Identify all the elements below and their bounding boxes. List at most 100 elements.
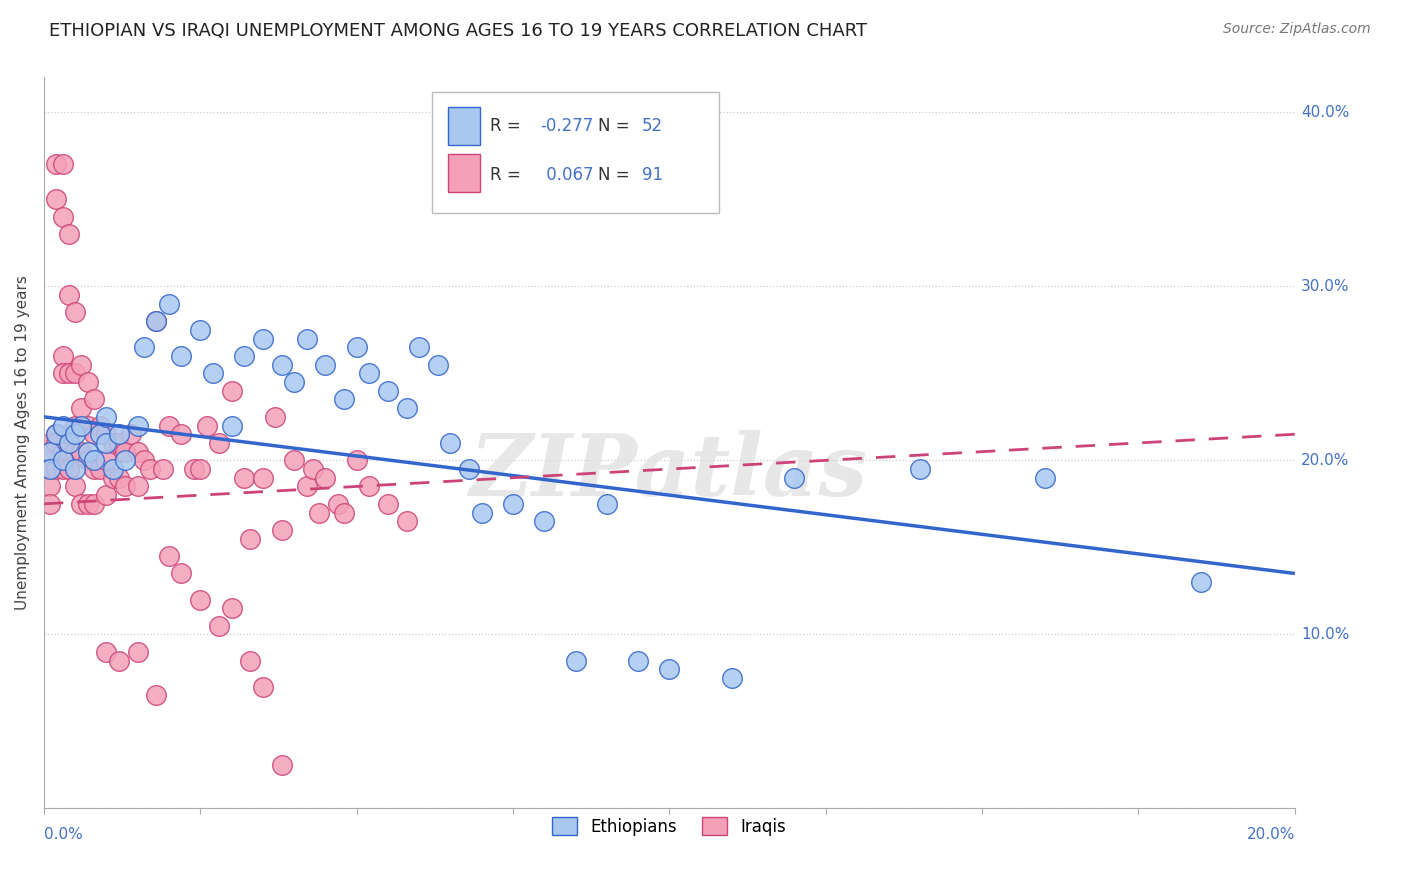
Point xyxy=(83,453,105,467)
Point xyxy=(45,427,67,442)
Point xyxy=(188,592,211,607)
Legend: Ethiopians, Iraqis: Ethiopians, Iraqis xyxy=(544,809,794,844)
Point xyxy=(70,401,93,416)
Point xyxy=(58,227,80,241)
Point xyxy=(63,444,86,458)
Point xyxy=(83,427,105,442)
Text: N =: N = xyxy=(598,166,636,184)
Point xyxy=(63,418,86,433)
Point xyxy=(208,618,231,632)
Point xyxy=(208,436,231,450)
Point xyxy=(221,384,243,398)
Text: Source: ZipAtlas.com: Source: ZipAtlas.com xyxy=(1223,22,1371,37)
Point xyxy=(458,462,481,476)
Point xyxy=(63,427,86,442)
Text: 40.0%: 40.0% xyxy=(1301,104,1350,120)
Point xyxy=(63,462,86,476)
Point xyxy=(183,462,205,476)
Point xyxy=(89,427,111,442)
Text: 91: 91 xyxy=(643,166,664,184)
Point xyxy=(114,444,136,458)
Text: 20.0%: 20.0% xyxy=(1301,453,1350,467)
Point xyxy=(127,479,149,493)
Point xyxy=(76,418,98,433)
Point xyxy=(195,418,218,433)
Point xyxy=(270,758,292,772)
Y-axis label: Unemployment Among Ages 16 to 19 years: Unemployment Among Ages 16 to 19 years xyxy=(15,276,30,610)
Point xyxy=(52,349,75,363)
Text: -0.277: -0.277 xyxy=(540,118,593,136)
Point xyxy=(83,497,105,511)
Point xyxy=(127,645,149,659)
Point xyxy=(132,340,155,354)
Point xyxy=(70,444,93,458)
Point xyxy=(326,497,349,511)
Text: ETHIOPIAN VS IRAQI UNEMPLOYMENT AMONG AGES 16 TO 19 YEARS CORRELATION CHART: ETHIOPIAN VS IRAQI UNEMPLOYMENT AMONG AG… xyxy=(49,22,868,40)
Point xyxy=(139,462,162,476)
Text: 52: 52 xyxy=(643,118,664,136)
Point xyxy=(233,349,256,363)
Point xyxy=(908,462,931,476)
Text: 0.0%: 0.0% xyxy=(44,827,83,842)
Point xyxy=(170,427,193,442)
Point xyxy=(70,358,93,372)
Point xyxy=(52,462,75,476)
Text: N =: N = xyxy=(598,118,636,136)
Point xyxy=(1033,471,1056,485)
Point xyxy=(333,506,356,520)
Point xyxy=(114,479,136,493)
Point xyxy=(96,488,118,502)
Point xyxy=(45,192,67,206)
Point xyxy=(45,427,67,442)
Point xyxy=(52,444,75,458)
Point xyxy=(145,314,167,328)
Point xyxy=(58,367,80,381)
Point xyxy=(188,462,211,476)
Point xyxy=(96,436,118,450)
Point xyxy=(89,462,111,476)
Point xyxy=(127,418,149,433)
Point xyxy=(252,331,274,345)
Point xyxy=(426,358,449,372)
Point xyxy=(395,514,418,528)
Point xyxy=(596,497,619,511)
Point xyxy=(70,497,93,511)
Point xyxy=(439,436,461,450)
Point xyxy=(346,453,368,467)
FancyBboxPatch shape xyxy=(449,154,481,192)
FancyBboxPatch shape xyxy=(432,92,720,212)
Text: 0.067: 0.067 xyxy=(540,166,593,184)
Point xyxy=(308,506,330,520)
Point xyxy=(96,427,118,442)
Point xyxy=(83,462,105,476)
Point xyxy=(283,453,305,467)
Point xyxy=(108,427,131,442)
Point xyxy=(89,418,111,433)
Point xyxy=(377,384,399,398)
Point xyxy=(63,305,86,319)
Point xyxy=(283,375,305,389)
Point xyxy=(408,340,430,354)
Point xyxy=(108,436,131,450)
Point xyxy=(302,462,325,476)
Point xyxy=(502,497,524,511)
Text: 20.0%: 20.0% xyxy=(1247,827,1295,842)
Point xyxy=(108,471,131,485)
Point xyxy=(157,296,180,310)
Point xyxy=(76,444,98,458)
Point xyxy=(252,471,274,485)
Text: R =: R = xyxy=(491,118,526,136)
Point xyxy=(96,453,118,467)
Point xyxy=(76,497,98,511)
Point xyxy=(132,453,155,467)
Point xyxy=(108,653,131,667)
Point xyxy=(314,471,336,485)
Point xyxy=(39,462,62,476)
Point xyxy=(70,418,93,433)
Point xyxy=(627,653,650,667)
Point xyxy=(233,471,256,485)
Point xyxy=(76,375,98,389)
Point xyxy=(39,436,62,450)
Point xyxy=(239,653,262,667)
Point xyxy=(127,444,149,458)
